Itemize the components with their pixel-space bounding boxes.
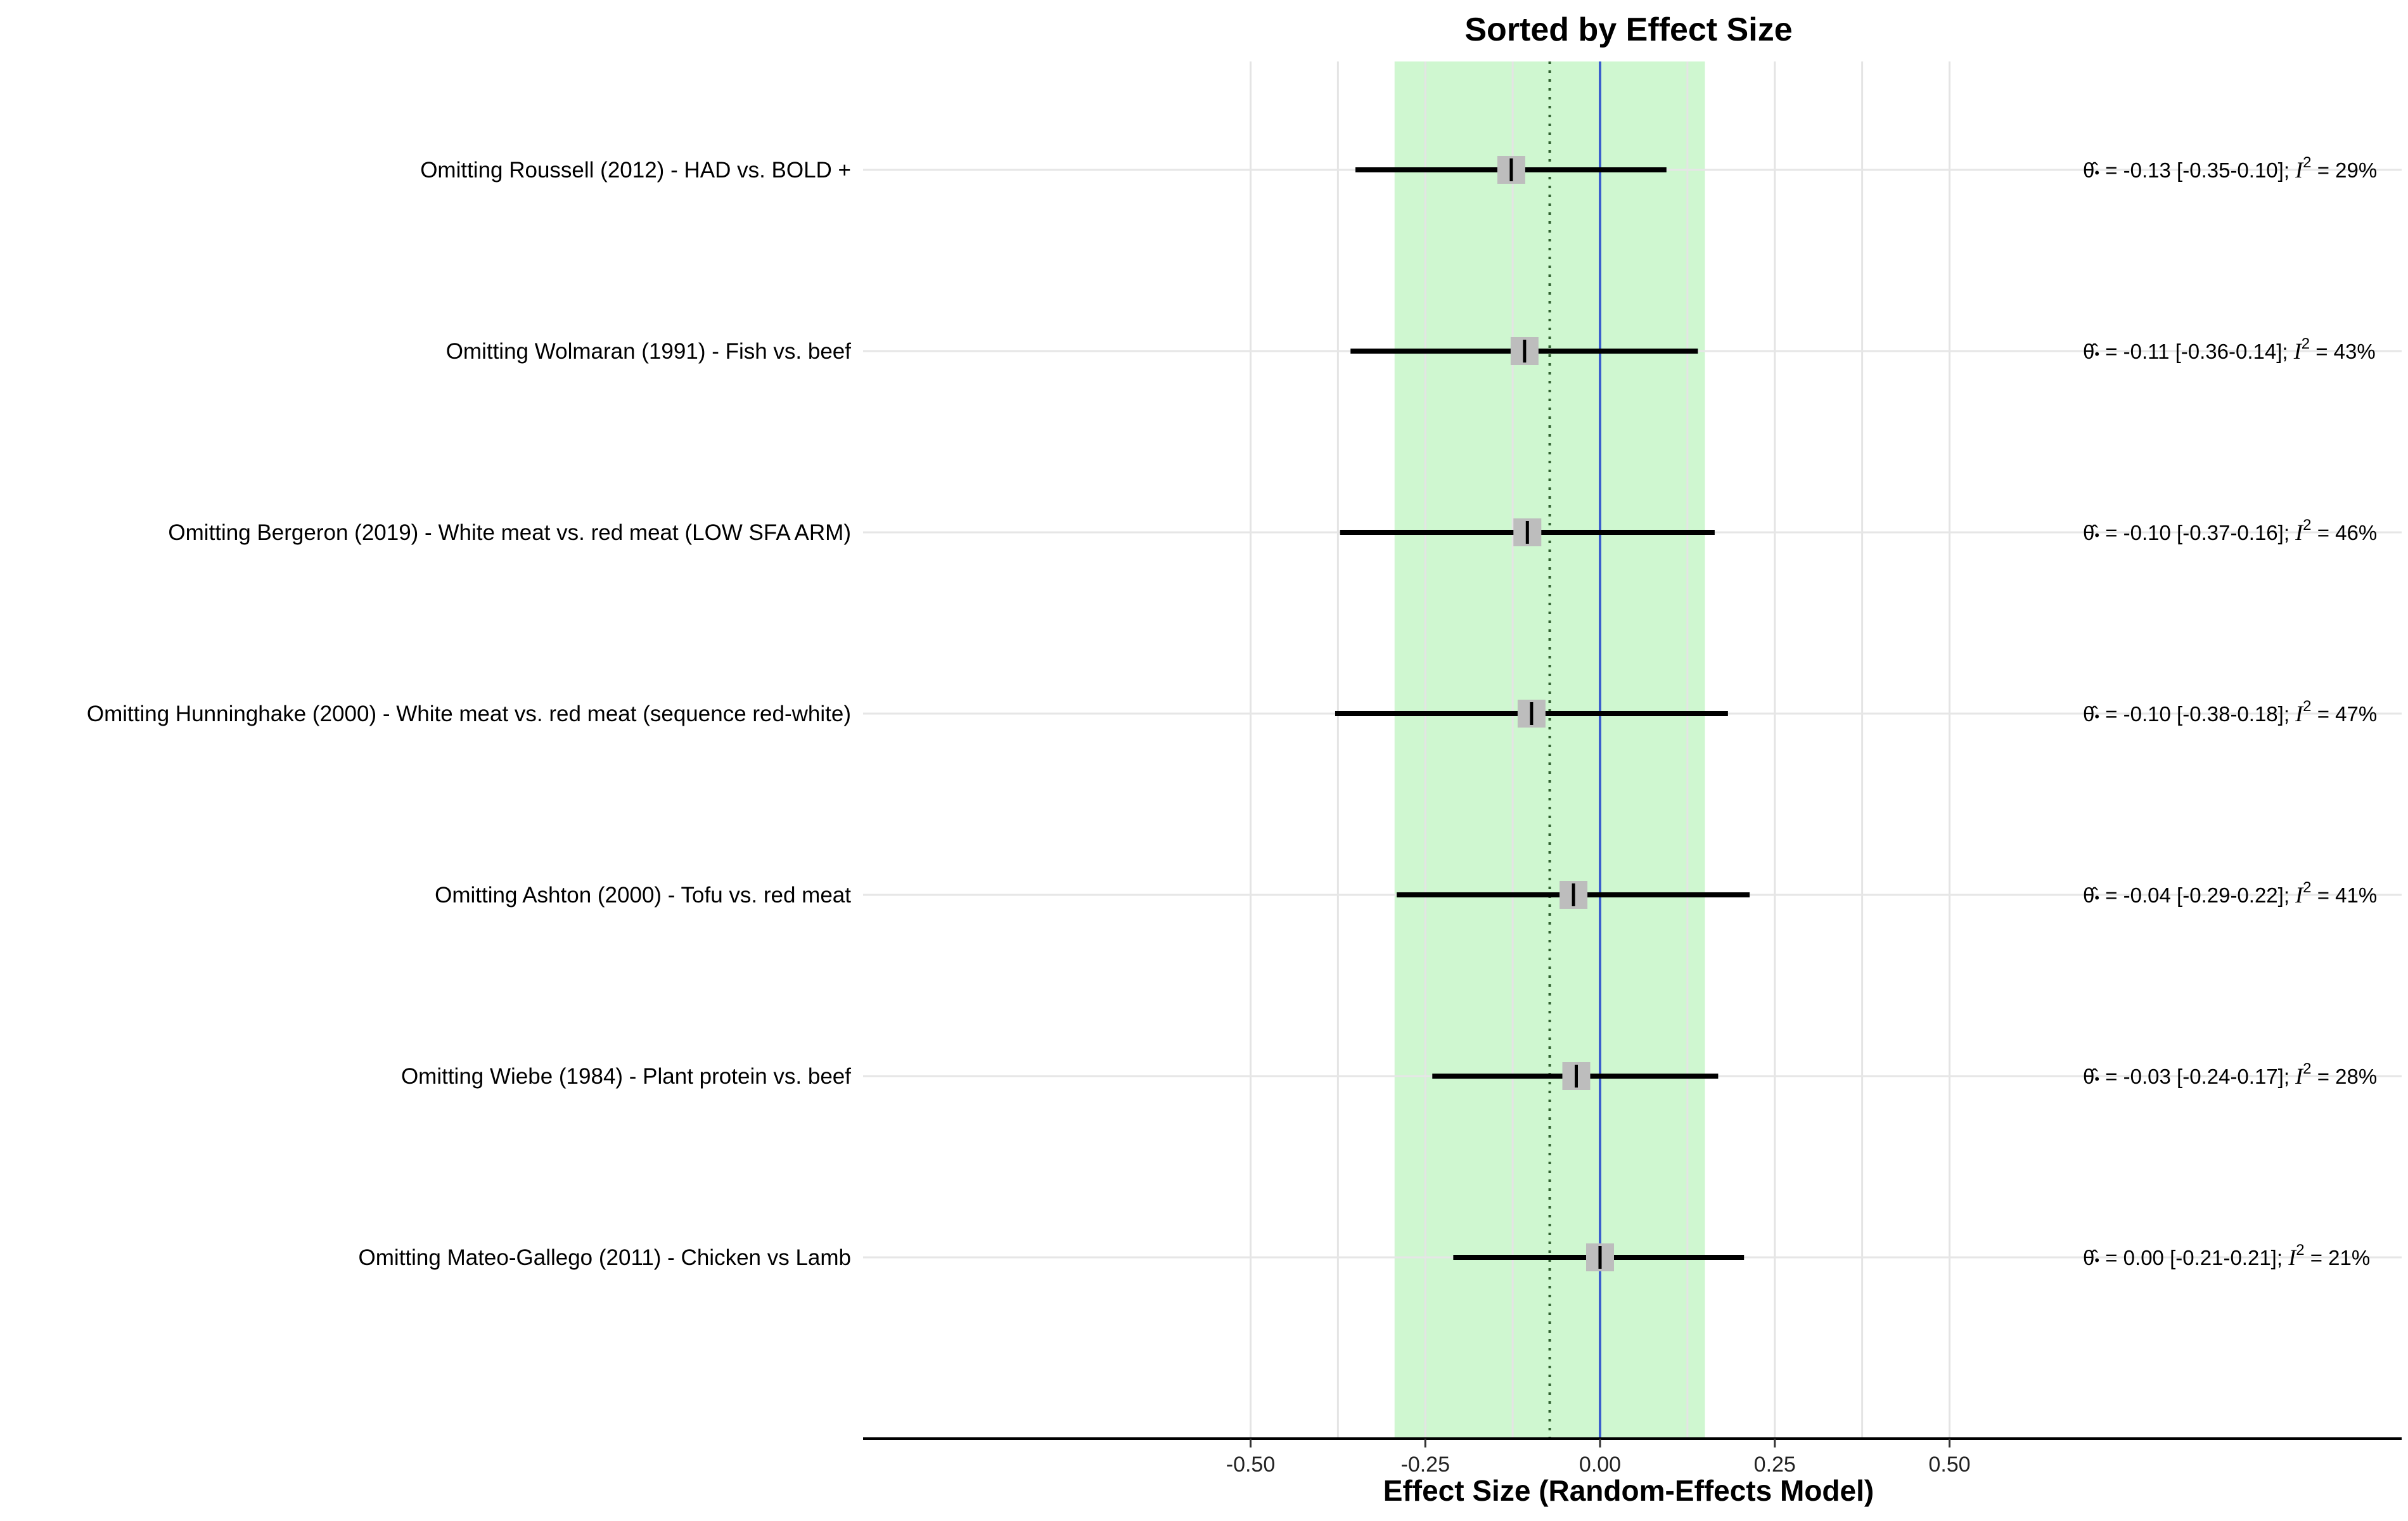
study-annotation: θ̂• = -0.10 [-0.37-0.16]; I2 = 46% — [2083, 517, 2377, 545]
chart-title: Sorted by Effect Size — [1464, 11, 1792, 48]
study-row: Omitting Wiebe (1984) - Plant protein vs… — [401, 1060, 2377, 1090]
x-tick-label: 0.00 — [1579, 1453, 1621, 1477]
study-row: Omitting Ashton (2000) - Tofu vs. red me… — [435, 879, 2377, 909]
x-tick-label: 0.25 — [1754, 1453, 1796, 1477]
study-row: Omitting Bergeron (2019) - White meat vs… — [168, 517, 2377, 546]
study-row: Omitting Hunninghake (2000) - White meat… — [87, 698, 2377, 728]
pooled-ci-band — [1394, 61, 1705, 1439]
x-tick-label: -0.25 — [1401, 1453, 1451, 1477]
study-annotation: θ̂• = -0.03 [-0.24-0.17]; I2 = 28% — [2083, 1060, 2377, 1089]
x-axis-label: Effect Size (Random-Effects Model) — [1383, 1474, 1874, 1507]
study-annotation: θ̂• = -0.11 [-0.36-0.14]; I2 = 43% — [2083, 335, 2376, 364]
study-label: Omitting Hunninghake (2000) - White meat… — [87, 702, 851, 726]
study-row: Omitting Mateo-Gallego (2011) - Chicken … — [359, 1242, 2370, 1271]
study-annotation: θ̂• = -0.13 [-0.35-0.10]; I2 = 29% — [2083, 154, 2377, 183]
study-label: Omitting Roussell (2012) - HAD vs. BOLD … — [420, 158, 851, 183]
study-row: Omitting Wolmaran (1991) - Fish vs. beef… — [446, 335, 2376, 365]
study-label: Omitting Ashton (2000) - Tofu vs. red me… — [435, 883, 851, 908]
plot-area: Omitting Roussell (2012) - HAD vs. BOLD … — [87, 61, 2402, 1477]
study-label: Omitting Bergeron (2019) - White meat vs… — [168, 520, 851, 545]
study-annotation: θ̂• = 0.00 [-0.21-0.21]; I2 = 21% — [2083, 1242, 2370, 1270]
study-label: Omitting Wiebe (1984) - Plant protein vs… — [401, 1064, 851, 1089]
study-annotation: θ̂• = -0.10 [-0.38-0.18]; I2 = 47% — [2083, 698, 2377, 726]
study-row: Omitting Roussell (2012) - HAD vs. BOLD … — [420, 154, 2377, 184]
study-label: Omitting Mateo-Gallego (2011) - Chicken … — [359, 1245, 851, 1270]
study-label: Omitting Wolmaran (1991) - Fish vs. beef — [446, 339, 852, 364]
study-annotation: θ̂• = -0.04 [-0.29-0.22]; I2 = 41% — [2083, 879, 2377, 908]
x-tick-label: -0.50 — [1226, 1453, 1276, 1477]
x-tick-label: 0.50 — [1928, 1453, 1970, 1477]
